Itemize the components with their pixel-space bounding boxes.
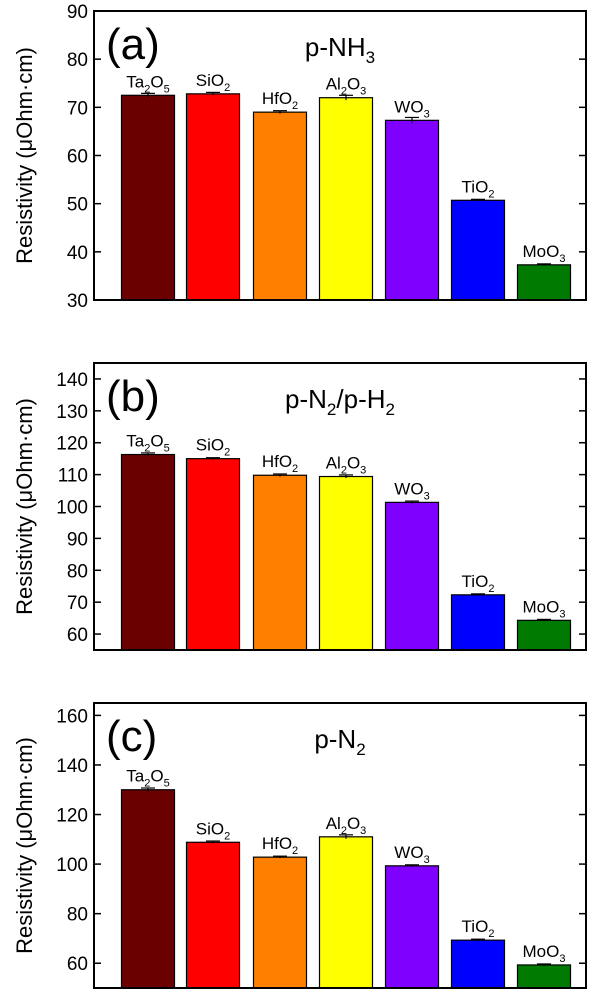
y-axis-label: Resistivity (μOhm·cm) (12, 398, 37, 615)
y-tick-label: 140 (56, 756, 88, 777)
error-bar-HfO2 (273, 473, 287, 477)
bar-SiO2 (185, 93, 241, 301)
bar-label-Ta2O5: Ta2O5 (126, 432, 169, 455)
bar-MoO3 (516, 964, 572, 989)
y-tick-label: 80 (67, 50, 88, 71)
y-tick-label: 120 (56, 806, 88, 827)
error-bar-TiO2 (471, 198, 485, 202)
bar-label-MoO3: MoO3 (523, 942, 566, 965)
bar-label-SiO2: SiO2 (196, 819, 230, 842)
bar-label-SiO2: SiO2 (196, 436, 230, 459)
chart-title: p-N2/p-H2 (285, 384, 395, 419)
chart-panel-2: Ta2O5 SiO2 HfO2 Al2O3 WO3 TiO2 MoO3 60 70 80 90 100… (12, 362, 587, 651)
bar-label-Al2O3: Al2O3 (326, 75, 367, 98)
y-tick-label: 160 (56, 706, 88, 727)
error-bar-Al2O3 (339, 474, 353, 479)
bar-label-WO3: WO3 (394, 97, 429, 120)
y-tick-label: 50 (67, 195, 88, 216)
y-tick-label: 30 (67, 291, 88, 312)
bar-label-TiO2: TiO2 (462, 177, 495, 200)
bar-HfO2 (252, 111, 308, 301)
y-tick-label: 80 (67, 905, 88, 926)
y-axis-label: Resistivity (μOhm·cm) (12, 737, 37, 954)
error-bar-SiO2 (206, 840, 220, 844)
panel-label: (a) (106, 20, 160, 69)
bar-SiO2 (185, 458, 241, 651)
bar-label-TiO2: TiO2 (462, 572, 495, 595)
error-bar-MoO3 (537, 963, 551, 966)
bar-HfO2 (252, 856, 308, 989)
y-tick-label: 60 (67, 625, 88, 646)
bar-label-Al2O3: Al2O3 (326, 454, 367, 477)
bar-label-TiO2: TiO2 (462, 917, 495, 940)
plot-frame (93, 702, 587, 989)
error-bar-Al2O3 (339, 834, 353, 839)
error-bar-Ta2O5 (141, 452, 155, 457)
y-tick-label: 60 (67, 147, 88, 168)
panel-label: (b) (106, 372, 160, 421)
bar-label-WO3: WO3 (394, 479, 429, 502)
bar-MoO3 (516, 264, 572, 301)
chart-panel-3: Ta2O5 SiO2 HfO2 Al2O3 WO3 TiO2 MoO3 60 80 100 120 1… (12, 702, 587, 989)
bar-label-HfO2: HfO2 (262, 89, 298, 112)
bar-label-Al2O3: Al2O3 (326, 814, 367, 837)
error-bar-Ta2O5 (141, 92, 155, 98)
chart-title: p-NH3 (305, 32, 375, 67)
chart-panel-1: Ta2O5 SiO2 HfO2 Al2O3 WO3 TiO2 MoO3 30 40 50 60 70 8… (12, 2, 587, 312)
bar-MoO3 (516, 619, 572, 651)
bar-Al2O3 (318, 97, 374, 301)
bar-TiO2 (450, 199, 506, 301)
bar-label-HfO2: HfO2 (262, 452, 298, 475)
error-bar-WO3 (405, 116, 419, 124)
panel-label: (c) (106, 712, 157, 761)
bar-SiO2 (185, 841, 241, 989)
bar-label-Ta2O5: Ta2O5 (126, 72, 169, 95)
bar-WO3 (384, 865, 440, 989)
bar-Ta2O5 (120, 94, 176, 301)
error-bar-HfO2 (273, 855, 287, 859)
error-bar-WO3 (405, 500, 419, 504)
chart-title: p-N2 (314, 724, 365, 759)
y-tick-label: 90 (67, 2, 88, 23)
bar-Al2O3 (318, 475, 374, 651)
bar-WO3 (384, 501, 440, 651)
error-bar-TiO2 (471, 938, 485, 942)
error-bar-SiO2 (206, 457, 220, 460)
y-tick-label: 100 (56, 855, 88, 876)
y-tick-label: 80 (67, 561, 88, 582)
y-tick-label: 70 (67, 593, 88, 614)
error-bar-MoO3 (537, 263, 551, 266)
y-tick-label: 40 (67, 243, 88, 264)
bar-TiO2 (450, 594, 506, 651)
y-tick-label: 110 (58, 466, 88, 487)
bar-label-MoO3: MoO3 (523, 242, 566, 265)
error-bar-TiO2 (471, 593, 485, 596)
error-bar-Al2O3 (339, 94, 353, 101)
y-tick-label: 90 (67, 529, 88, 550)
error-bar-MoO3 (537, 618, 551, 622)
bar-label-HfO2: HfO2 (262, 834, 298, 857)
y-tick-label: 130 (56, 402, 88, 423)
bar-TiO2 (450, 939, 506, 989)
bar-Al2O3 (318, 836, 374, 989)
bar-HfO2 (252, 474, 308, 651)
error-bar-WO3 (405, 864, 419, 867)
y-axis-label: Resistivity (μOhm·cm) (12, 47, 37, 264)
bar-label-Ta2O5: Ta2O5 (126, 767, 169, 790)
y-tick-label: 120 (56, 434, 88, 455)
bar-label-MoO3: MoO3 (523, 597, 566, 620)
bar-Ta2O5 (120, 789, 176, 989)
bar-label-SiO2: SiO2 (196, 71, 230, 94)
bar-label-WO3: WO3 (394, 843, 429, 866)
bar-Ta2O5 (120, 453, 176, 651)
error-bar-Ta2O5 (141, 787, 155, 792)
y-tick-label: 140 (56, 370, 88, 391)
y-tick-label: 60 (67, 954, 88, 975)
error-bar-SiO2 (206, 91, 220, 96)
y-tick-label: 70 (67, 98, 88, 119)
y-tick-label: 100 (56, 498, 88, 519)
error-bar-HfO2 (273, 110, 287, 114)
bar-WO3 (384, 119, 440, 301)
